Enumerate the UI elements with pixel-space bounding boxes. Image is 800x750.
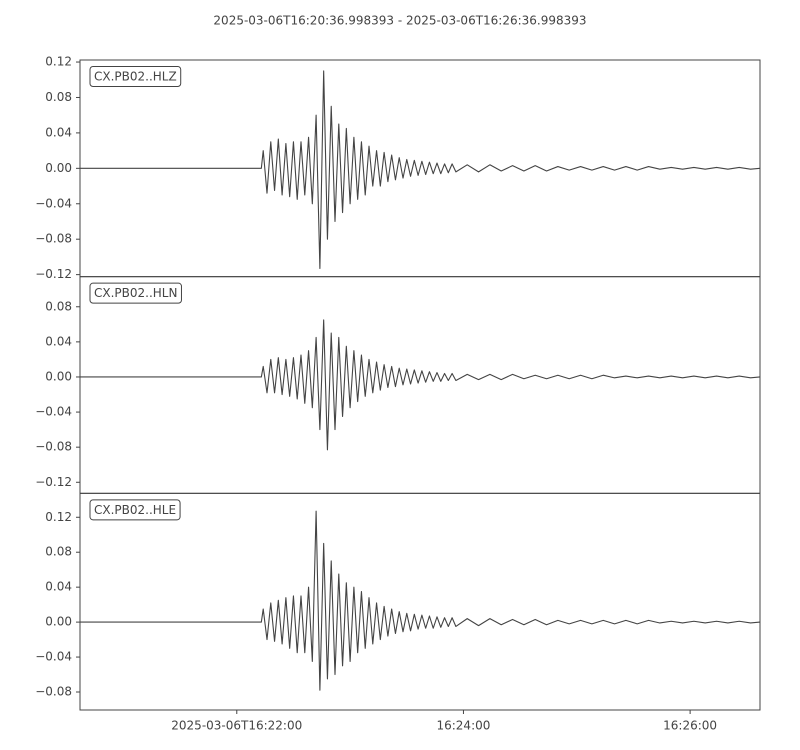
y-tick-label: −0.04 xyxy=(35,650,72,664)
trace-label: CX.PB02..HLZ xyxy=(94,70,177,84)
y-tick-label: 0.04 xyxy=(45,334,72,348)
trace-label: CX.PB02..HLE xyxy=(94,503,176,517)
y-tick-label: −0.12 xyxy=(35,475,72,489)
panel-frame xyxy=(79,492,761,711)
trace-label-box xyxy=(89,282,182,304)
y-tick-label: −0.08 xyxy=(35,232,72,246)
waveform xyxy=(80,319,761,451)
panel-frame xyxy=(79,276,761,494)
y-tick-label: −0.12 xyxy=(35,267,72,281)
waveform xyxy=(80,70,761,269)
y-tick-label: 0.04 xyxy=(45,125,72,139)
y-tick-label: 0.00 xyxy=(45,369,72,383)
y-tick-label: 0.00 xyxy=(45,615,72,629)
y-tick-label: −0.04 xyxy=(35,405,72,419)
x-tick-label: 2025-03-06T16:22:00 xyxy=(171,719,302,733)
trace-label: CX.PB02..HLN xyxy=(94,286,177,300)
y-tick-label: 0.12 xyxy=(45,55,72,69)
chart-title: 2025-03-06T16:20:36.998393 - 2025-03-06T… xyxy=(213,14,586,28)
y-tick-label: −0.04 xyxy=(35,196,72,210)
trace-label-box xyxy=(89,499,181,521)
y-tick-label: 0.04 xyxy=(45,580,72,594)
y-tick-label: −0.08 xyxy=(35,685,72,699)
trace-label-box xyxy=(89,66,182,87)
y-tick-label: 0.08 xyxy=(45,545,72,559)
y-tick-label: 0.12 xyxy=(45,510,72,524)
x-tick-label: 16:24:00 xyxy=(436,719,490,733)
y-tick-label: 0.00 xyxy=(45,161,72,175)
y-tick-label: 0.08 xyxy=(45,90,72,104)
y-tick-label: −0.08 xyxy=(35,440,72,454)
waveform xyxy=(80,510,761,691)
x-tick-label: 16:26:00 xyxy=(663,719,717,733)
y-tick-label: 0.08 xyxy=(45,299,72,313)
